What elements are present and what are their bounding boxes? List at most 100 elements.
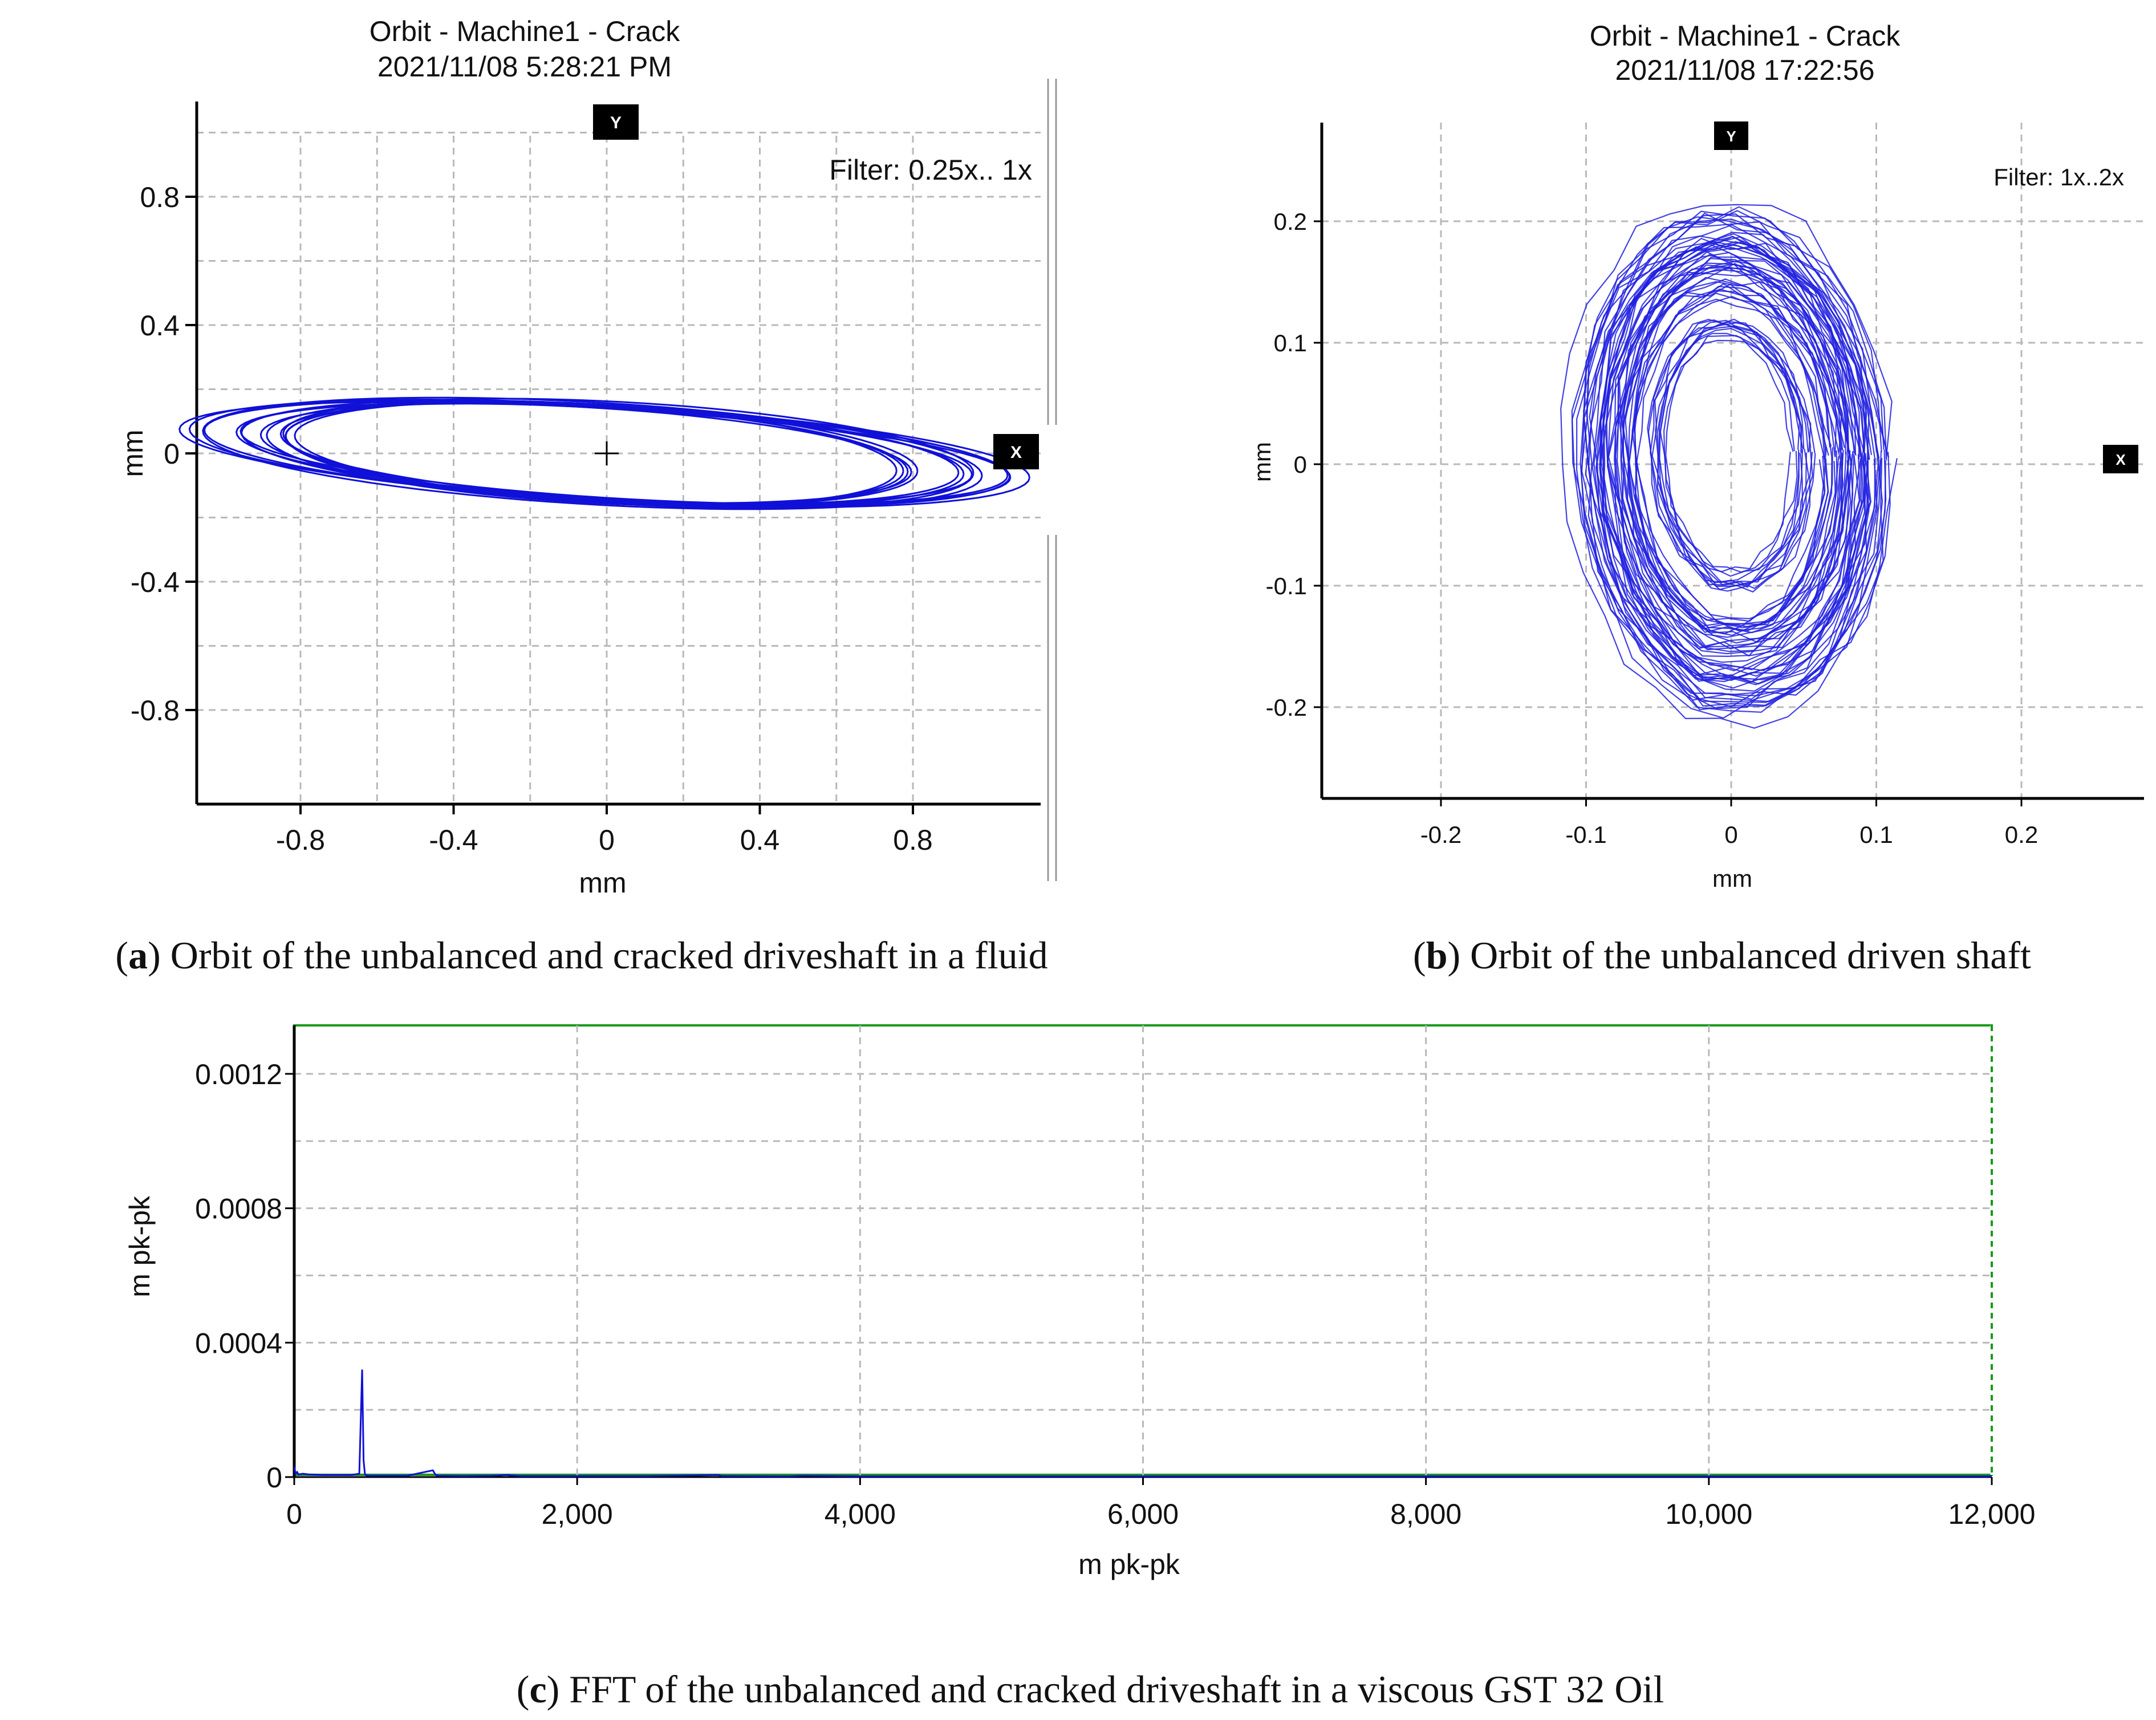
panel-c-x-tick-label: 2,000 — [542, 1498, 613, 1530]
panel-a-caption: (a) Orbit of the unbalanced and cracked … — [115, 934, 1047, 977]
panel-a-caption-close: ) — [148, 934, 170, 977]
panel-a-x-marker-label: X — [1010, 443, 1022, 462]
panel-a-x-tick-label: 0.4 — [740, 824, 780, 856]
panel-a-orbit-trace — [178, 396, 1030, 510]
panel-b-x-tick-label: -0.2 — [1420, 821, 1461, 848]
panel-c-x-tick-label: 10,000 — [1665, 1498, 1752, 1530]
panel-b-grid — [1322, 123, 2144, 798]
panel-c-x-tick-label: 0 — [286, 1498, 302, 1530]
panel-a-orbit-loop — [202, 396, 983, 510]
panel-b-x-label: mm — [1712, 865, 1752, 892]
panel-b-y-label: mm — [1249, 442, 1276, 482]
panel-b-caption-close: ) — [1448, 934, 1471, 977]
panel-c-caption-text: FFT of the unbalanced and cracked drives… — [569, 1668, 1664, 1711]
panel-a-y-tick-label: 0.8 — [140, 181, 180, 213]
panel-a-center-crosshair — [595, 441, 619, 465]
panel-c-y-tick-label: 0.0004 — [195, 1327, 282, 1359]
panel-c-y-tick-label: 0.0012 — [195, 1058, 282, 1090]
panel-b-y-ticks: 0.2 0.1 0 -0.1 -0.2 — [1266, 208, 1322, 721]
panel-b-orbit-loop — [1618, 267, 1855, 651]
panel-b-y-marker: Y — [1714, 121, 1748, 150]
panel-a-orbit-loop — [236, 402, 973, 505]
panel-b-orbit-loop — [1600, 242, 1868, 679]
panel-b-orbit-loop — [1651, 321, 1810, 588]
panel-b-x-tick-label: 0.2 — [2005, 821, 2038, 848]
panel-b-caption: (b) Orbit of the unbalanced driven shaft — [1413, 934, 2031, 977]
panel-a-caption-open: ( — [115, 934, 128, 977]
panel-b-orbit-loop — [1634, 288, 1842, 636]
panel-b-orbit-loop — [1665, 335, 1802, 577]
panel-a-x-tick-label: 0 — [599, 824, 615, 856]
panel-b-caption-text: Orbit of the unbalanced driven shaft — [1470, 934, 2031, 977]
panel-c-y-label: m pk-pk — [124, 1195, 156, 1297]
panel-b-orbit-loop — [1576, 224, 1867, 709]
panel-b-y-marker-label: Y — [1726, 128, 1736, 145]
panel-c-grid — [294, 1025, 1992, 1477]
panel-a-y-tick-label: 0 — [164, 438, 180, 470]
panel-a-filter-label: Filter: 0.25x.. 1x — [829, 154, 1032, 186]
panel-a-x-marker: X — [993, 434, 1039, 469]
panel-c-caption-open: ( — [517, 1668, 530, 1711]
panel-a-caption-text: Orbit of the unbalanced and cracked driv… — [170, 934, 1048, 977]
panel-a-y-tick-label: -0.8 — [131, 695, 180, 727]
panel-b-orbit-chart: Orbit - Machine1 - Crack 2021/11/08 17:2… — [1249, 20, 2144, 977]
panel-a-orbit-chart: Orbit - Machine1 - Crack 2021/11/08 5:28… — [115, 15, 1057, 977]
panel-b-x-marker-label: X — [2116, 451, 2126, 468]
panel-b-orbit-loop — [1650, 319, 1804, 583]
panel-b-subtitle: 2021/11/08 17:22:56 — [1615, 54, 1874, 86]
panel-a-orbit-loop — [282, 397, 975, 509]
panel-a-x-tick-label: -0.8 — [276, 824, 325, 856]
panel-c-x-label: m pk-pk — [1078, 1548, 1180, 1580]
panel-c-x-tick-label: 12,000 — [1948, 1498, 2036, 1530]
panel-b-orbit-loop — [1560, 204, 1898, 729]
panel-b-orbit-loop — [1581, 218, 1880, 713]
panel-a-caption-label: a — [128, 934, 148, 977]
panel-c-x-tick-label: 4,000 — [825, 1498, 896, 1530]
panel-b-orbit-loop — [1585, 232, 1881, 696]
panel-a-subtitle: 2021/11/08 5:28:21 PM — [377, 51, 672, 83]
panel-c-caption-label: c — [529, 1668, 546, 1711]
panel-a-x-tick-label: -0.4 — [429, 824, 478, 856]
panel-b-orbit-loop — [1621, 262, 1844, 643]
panel-c-caption-close: ) — [547, 1668, 570, 1711]
panel-b-x-marker: X — [2103, 445, 2138, 473]
panel-b-orbit-trace — [1560, 204, 1898, 729]
panel-a-y-ticks: 0.8 0.4 0 -0.4 -0.8 — [131, 181, 197, 727]
panel-b-orbit-loop — [1571, 216, 1882, 701]
panel-b-y-tick-label: 0.1 — [1274, 330, 1307, 356]
panel-a-y-marker-label: Y — [610, 113, 622, 132]
panel-b-y-tick-label: 0 — [1294, 451, 1307, 478]
panel-a-x-ticks: -0.8 -0.4 0 0.4 0.8 — [276, 804, 933, 856]
panel-c-fft-series — [293, 1369, 1992, 1478]
panel-b-title: Orbit - Machine1 - Crack — [1590, 20, 1901, 52]
panel-b-orbit-loop — [1583, 210, 1887, 703]
panel-a-x-tick-label: 0.8 — [893, 824, 933, 856]
panel-a-orbit-loop — [259, 403, 912, 504]
panel-b-y-tick-label: 0.2 — [1274, 208, 1307, 235]
panel-b-x-tick-label: 0.1 — [1859, 821, 1893, 848]
panel-a-x-label: mm — [579, 867, 626, 899]
panel-b-orbit-loop — [1655, 332, 1794, 573]
panel-b-orbit-loop — [1599, 246, 1855, 671]
panel-b-filter-label: Filter: 1x..2x — [1993, 164, 2124, 190]
panel-b-caption-label: b — [1426, 934, 1448, 977]
panel-b-orbit-loop — [1658, 318, 1813, 587]
panel-b-x-tick-label: -0.1 — [1565, 821, 1606, 848]
panel-a-y-tick-label: 0.4 — [140, 310, 180, 342]
panel-c-caption: (c) FFT of the unbalanced and cracked dr… — [517, 1668, 1664, 1711]
panel-a-title: Orbit - Machine1 - Crack — [370, 15, 681, 47]
panel-a-y-tick-label: -0.4 — [131, 566, 180, 598]
panel-c-fft-chart: 0 2,000 4,000 6,000 8,000 10,000 12,000 0 0.000… — [124, 1024, 2035, 1711]
panel-b-orbit-loop — [1614, 258, 1850, 652]
panel-b-orbit-loop — [1586, 206, 1891, 703]
panel-c-y-tick-label: 0.0008 — [195, 1193, 282, 1225]
panel-c-x-ticks: 0 2,000 4,000 6,000 8,000 10,000 12,000 — [286, 1477, 2035, 1530]
panel-a-y-label: mm — [117, 429, 149, 477]
panel-b-orbit-loop — [1599, 244, 1869, 685]
panel-b-orbit-loop — [1663, 339, 1798, 573]
panel-b-orbit-loop — [1616, 256, 1853, 655]
panel-b-y-tick-label: -0.1 — [1266, 573, 1307, 599]
panel-c-y-tick-label: 0 — [266, 1462, 282, 1494]
